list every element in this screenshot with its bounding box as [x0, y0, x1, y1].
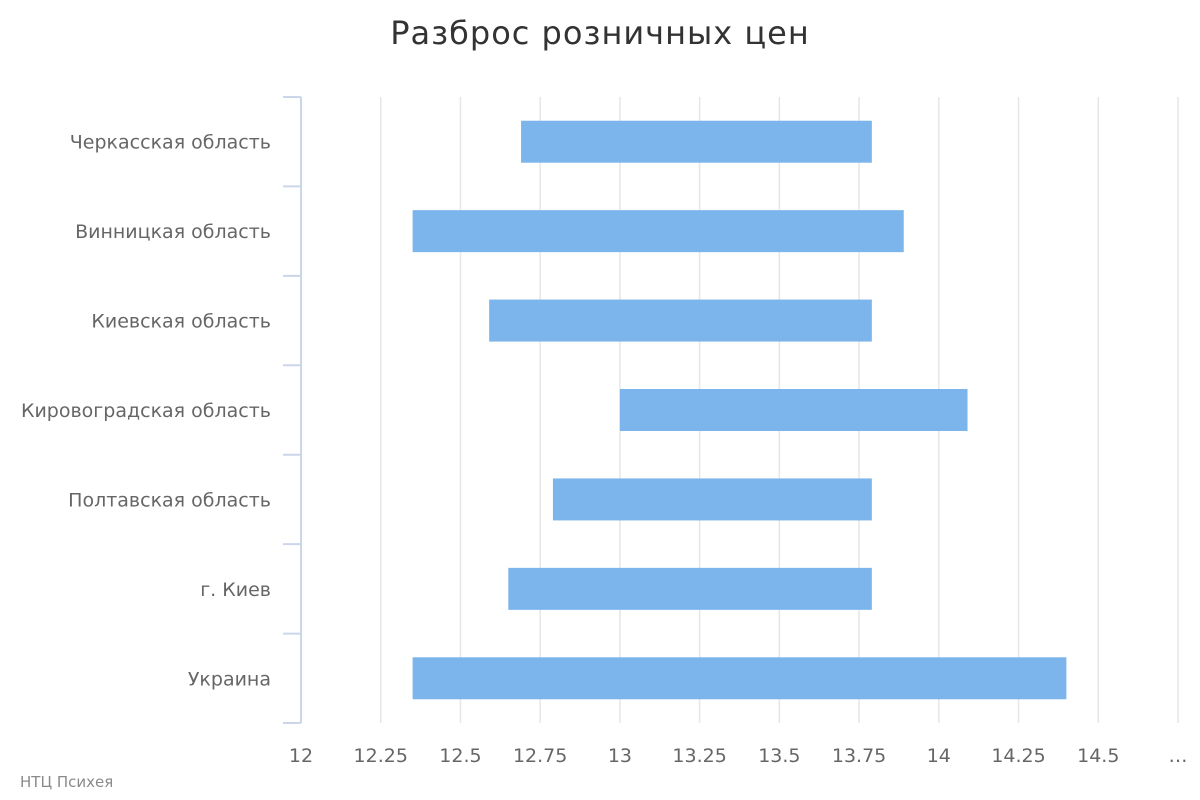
category-label: Украина: [188, 668, 271, 690]
x-tick-label: 13.5: [758, 745, 800, 767]
category-label: Кировоградская область: [21, 400, 271, 422]
x-tick-label: 14.25: [991, 745, 1045, 767]
tick-labels: 12 12.25 12.5 12.75 13 13.25 13.5 13.75 14 14.25 1…: [289, 745, 1188, 767]
x-tick-label: 12.25: [354, 745, 408, 767]
category-label: г. Киев: [200, 579, 271, 601]
x-tick-label: 12.75: [513, 745, 567, 767]
category-label: Винницкая область: [75, 221, 271, 243]
x-tick-label: …: [1169, 745, 1188, 767]
x-tick-label: 14: [927, 745, 951, 767]
range-bar[interactable]: [412, 657, 1067, 700]
x-tick-label: 13: [608, 745, 632, 767]
category-label: Киевская область: [91, 311, 271, 333]
x-tick-label: 13.25: [672, 745, 726, 767]
credits-text: НТЦ Психея: [20, 773, 114, 791]
category-label: Черкасская область: [70, 132, 271, 154]
x-tick-label: 14.5: [1077, 745, 1119, 767]
x-tick-label: 13.75: [832, 745, 886, 767]
bars: [412, 120, 1067, 700]
range-bar[interactable]: [521, 120, 872, 163]
range-bar[interactable]: [489, 299, 872, 342]
x-tick-label: 12.5: [439, 745, 481, 767]
category-axis: [283, 96, 302, 724]
range-bar[interactable]: [412, 210, 904, 253]
x-tick-label: 12: [289, 745, 313, 767]
range-bar[interactable]: [508, 567, 872, 610]
grid-lines: [379, 97, 1179, 723]
chart-title: Разброс розничных цен: [390, 14, 810, 52]
range-bar[interactable]: [619, 389, 968, 431]
category-label: Полтавская область: [68, 489, 271, 511]
range-bar[interactable]: [552, 478, 872, 521]
category-labels: Черкасская область Винницкая область Киевс…: [21, 132, 271, 691]
